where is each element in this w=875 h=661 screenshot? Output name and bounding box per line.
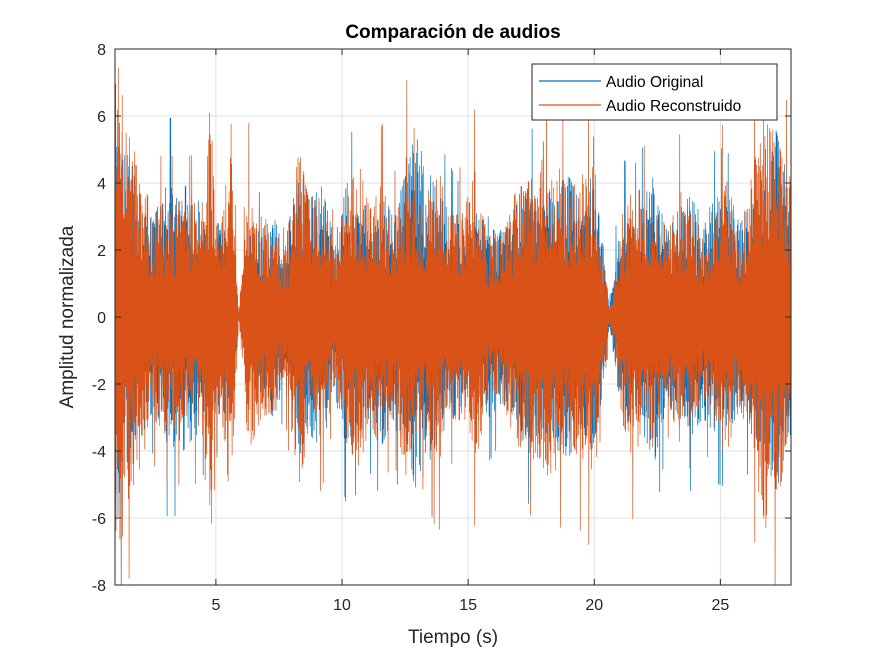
tick-labels: 5 10 15 20 25 -8 -6 -4 -2 0 2 4 6 8 [92,42,730,614]
y-tick-label: -6 [92,511,106,528]
y-tick-label: -2 [92,377,106,394]
x-axis-title: Tiempo (s) [408,627,498,648]
y-tick-label: 6 [97,109,106,126]
legend-box [531,63,778,121]
x-tick-label: 15 [459,597,477,614]
y-tick-label: -8 [92,578,106,595]
series-1 [115,67,791,585]
y-tick-label: 4 [97,176,106,193]
y-tick-label: -4 [92,444,106,461]
y-tick-label: 0 [97,310,106,327]
chart-title: Comparación de audios [345,22,560,43]
y-tick-label: 2 [97,243,106,260]
legend: Audio Original Audio Reconstruido [531,63,778,121]
x-tick-label: 10 [333,597,351,614]
legend-label-reconstruido: Audio Reconstruido [606,98,741,115]
y-axis-title: Amplitud normalizada [57,225,78,408]
x-tick-label: 25 [711,597,729,614]
y-tick-label: 8 [97,42,106,59]
x-tick-label: 5 [211,597,220,614]
series-line-1 [115,67,791,585]
x-tick-label: 20 [585,597,603,614]
ticks [115,48,791,586]
legend-label-original: Audio Original [606,74,703,91]
series-layer [115,67,791,585]
